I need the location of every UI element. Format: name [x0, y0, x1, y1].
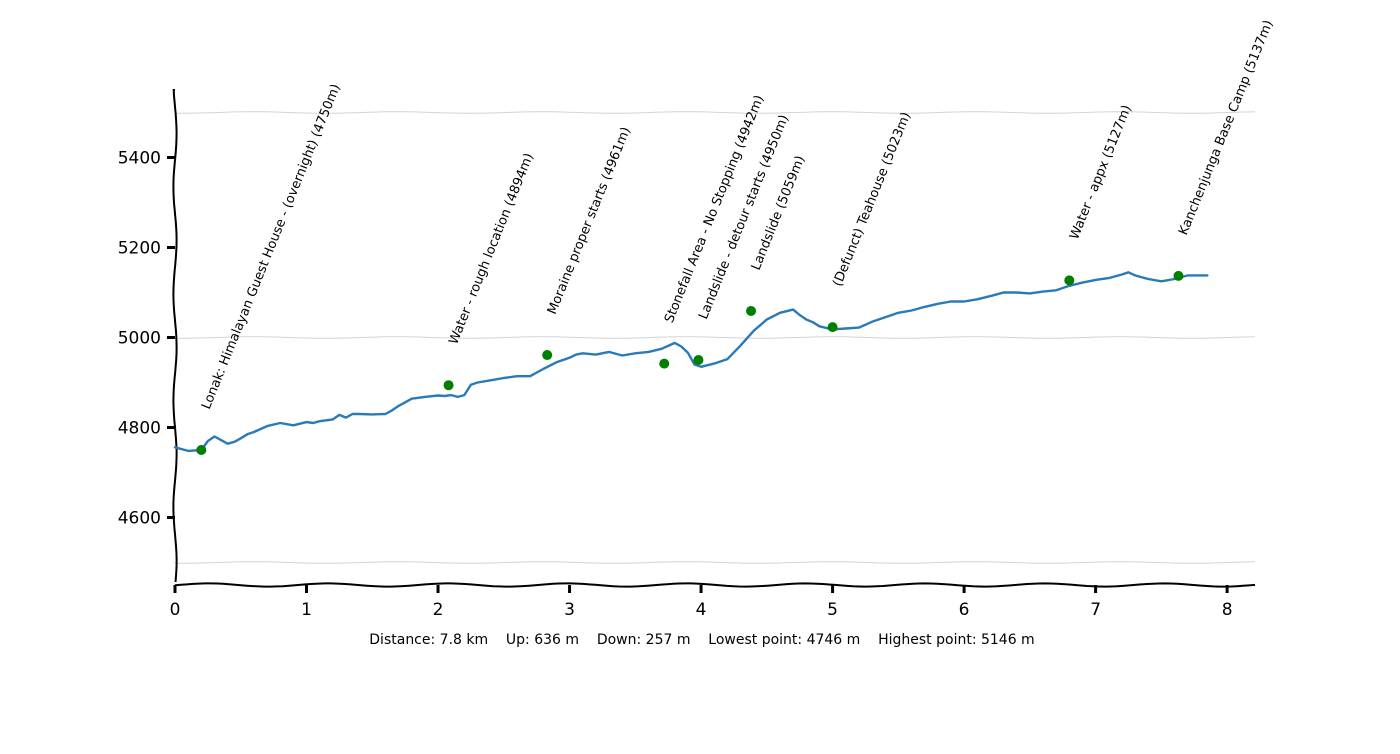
y-tick-label-5400: 5400	[118, 149, 161, 169]
gridline-5500	[174, 111, 1256, 114]
x-tick-label-4: 4	[696, 600, 707, 620]
x-tick-label-1: 1	[301, 600, 312, 620]
gridline-5000	[174, 336, 1256, 339]
x-tick-label-0: 0	[170, 600, 181, 620]
waypoint-marker-3	[659, 358, 670, 369]
waypoint-label-7: Water - appx (5127m)	[1067, 103, 1135, 242]
waypoint-label-2: Moraine proper starts (4961m)	[545, 125, 634, 317]
x-tick-label-2: 2	[433, 600, 444, 620]
gridline-4500	[174, 561, 1256, 564]
y-tick-label-4800: 4800	[118, 419, 161, 439]
waypoint-label-1: Water - rough location (4894m)	[446, 151, 537, 347]
stats-summary: Distance: 7.8 km Up: 636 m Down: 257 m L…	[369, 632, 1034, 648]
waypoint-label-0: Lonak: Himalayan Guest House - (overnigh…	[199, 82, 344, 411]
waypoint-marker-2	[542, 350, 553, 361]
waypoint-marker-8	[1173, 270, 1184, 281]
elevation-line-0	[173, 271, 1209, 453]
series-layer	[173, 271, 1209, 453]
y-tick-label-5000: 5000	[118, 329, 161, 349]
x-tick-label-7: 7	[1090, 600, 1101, 620]
waypoint-marker-7	[1064, 275, 1075, 286]
y-axis-line	[172, 89, 178, 583]
axes-layer: 4600 4800 5000 5200 5400 0 1 2 3 4 5 6 7 8	[118, 89, 1256, 620]
x-tick-label-6: 6	[959, 600, 970, 620]
y-tick-label-5200: 5200	[118, 239, 161, 259]
x-tick-label-5: 5	[827, 600, 838, 620]
grid-layer	[174, 111, 1256, 564]
waypoint-marker-1	[443, 380, 454, 391]
waypoint-marker-6	[827, 322, 838, 333]
waypoint-layer: Lonak: Himalayan Guest House - (overnigh…	[196, 18, 1276, 455]
waypoint-marker-0	[196, 445, 207, 455]
x-tick-label-8: 8	[1222, 600, 1233, 620]
x-axis-line	[174, 582, 1256, 588]
waypoint-label-8: Kanchenjunga Base Camp (5137m)	[1176, 18, 1276, 237]
waypoint-marker-5	[746, 305, 757, 316]
y-tick-label-4600: 4600	[118, 509, 161, 529]
x-tick-label-3: 3	[564, 600, 575, 620]
waypoint-marker-4	[693, 355, 704, 365]
waypoint-label-6: (Defunct) Teahouse (5023m)	[830, 110, 914, 289]
